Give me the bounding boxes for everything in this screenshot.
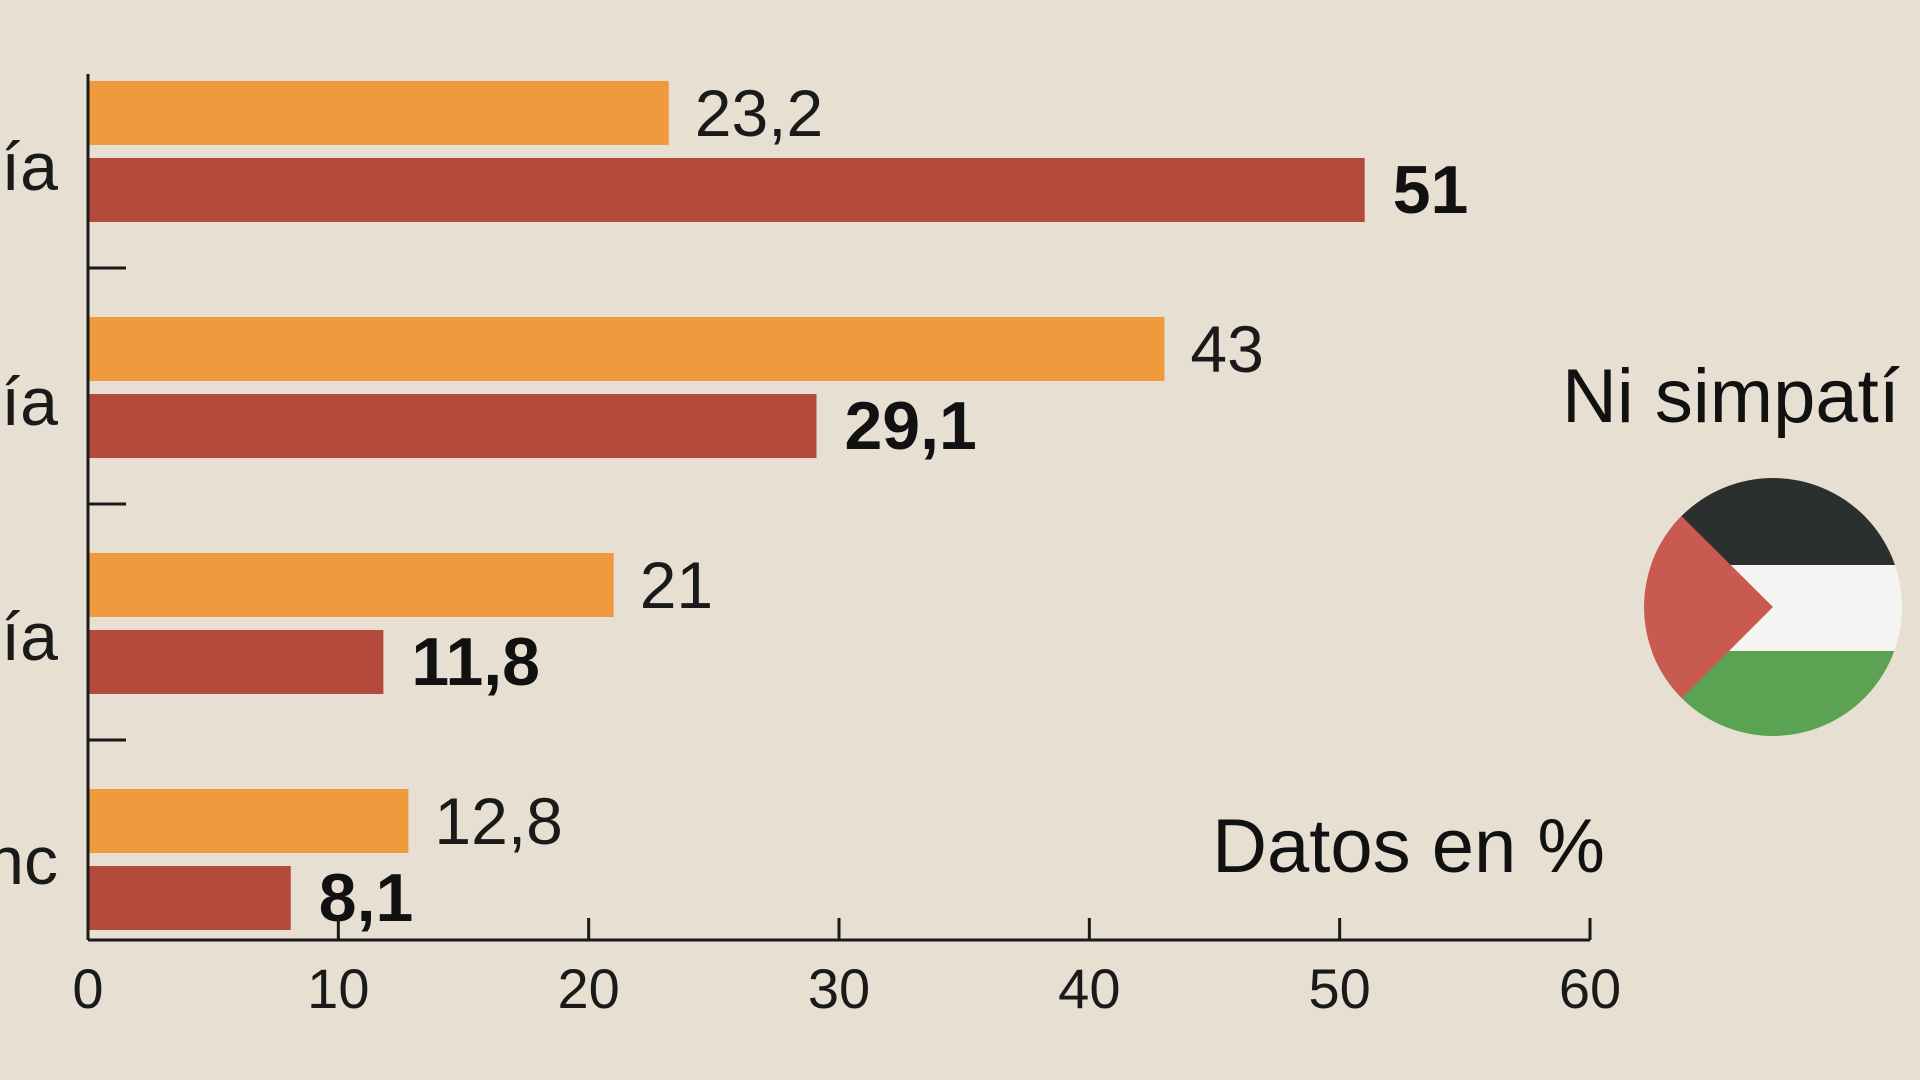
bar-series1-cat4 <box>88 789 409 853</box>
category-label-1: ía <box>1 129 58 205</box>
bar-series2-cat4 <box>88 866 291 930</box>
value-label-series2-cat1: 51 <box>1393 152 1469 228</box>
value-label-series1-cat2: 43 <box>1190 312 1263 386</box>
x-tick-label-60: 60 <box>1559 957 1621 1020</box>
x-tick-label-40: 40 <box>1058 957 1120 1020</box>
bar-series1-cat2 <box>88 317 1165 381</box>
value-label-series1-cat1: 23,2 <box>695 76 823 150</box>
category-label-3: ía <box>1 599 58 675</box>
value-label-series1-cat3: 21 <box>640 548 713 622</box>
units-annotation: Datos en % <box>1212 804 1605 889</box>
value-label-series1-cat4: 12,8 <box>434 784 562 858</box>
x-tick-label-10: 10 <box>307 957 369 1020</box>
x-tick-label-20: 20 <box>558 957 620 1020</box>
value-label-series2-cat4: 8,1 <box>319 860 414 936</box>
category-label-2: ía <box>1 364 58 440</box>
category-label-4: nc <box>0 823 58 899</box>
bar-series1-cat3 <box>88 553 614 617</box>
x-tick-label-50: 50 <box>1309 957 1371 1020</box>
axes-group: 0 10 20 30 40 50 60 <box>72 74 1621 1020</box>
x-tick-label-30: 30 <box>808 957 870 1020</box>
palestine-flag-icon <box>1644 478 1902 736</box>
bar-series2-cat1 <box>88 158 1365 222</box>
value-labels-group: 23,2 43 21 12,8 51 29,1 11,8 8,1 <box>319 76 1469 936</box>
category-labels-group: ía ía ía nc <box>0 129 58 899</box>
value-label-series2-cat3: 11,8 <box>411 624 540 700</box>
bar-series1-cat1 <box>88 81 669 145</box>
value-label-series2-cat2: 29,1 <box>844 388 976 464</box>
x-tick-label-0: 0 <box>72 957 103 1020</box>
side-legend-label: Ni simpatí <box>1562 354 1900 439</box>
bars-group <box>88 81 1365 930</box>
bar-series2-cat3 <box>88 630 384 694</box>
bar-series2-cat2 <box>88 394 817 458</box>
